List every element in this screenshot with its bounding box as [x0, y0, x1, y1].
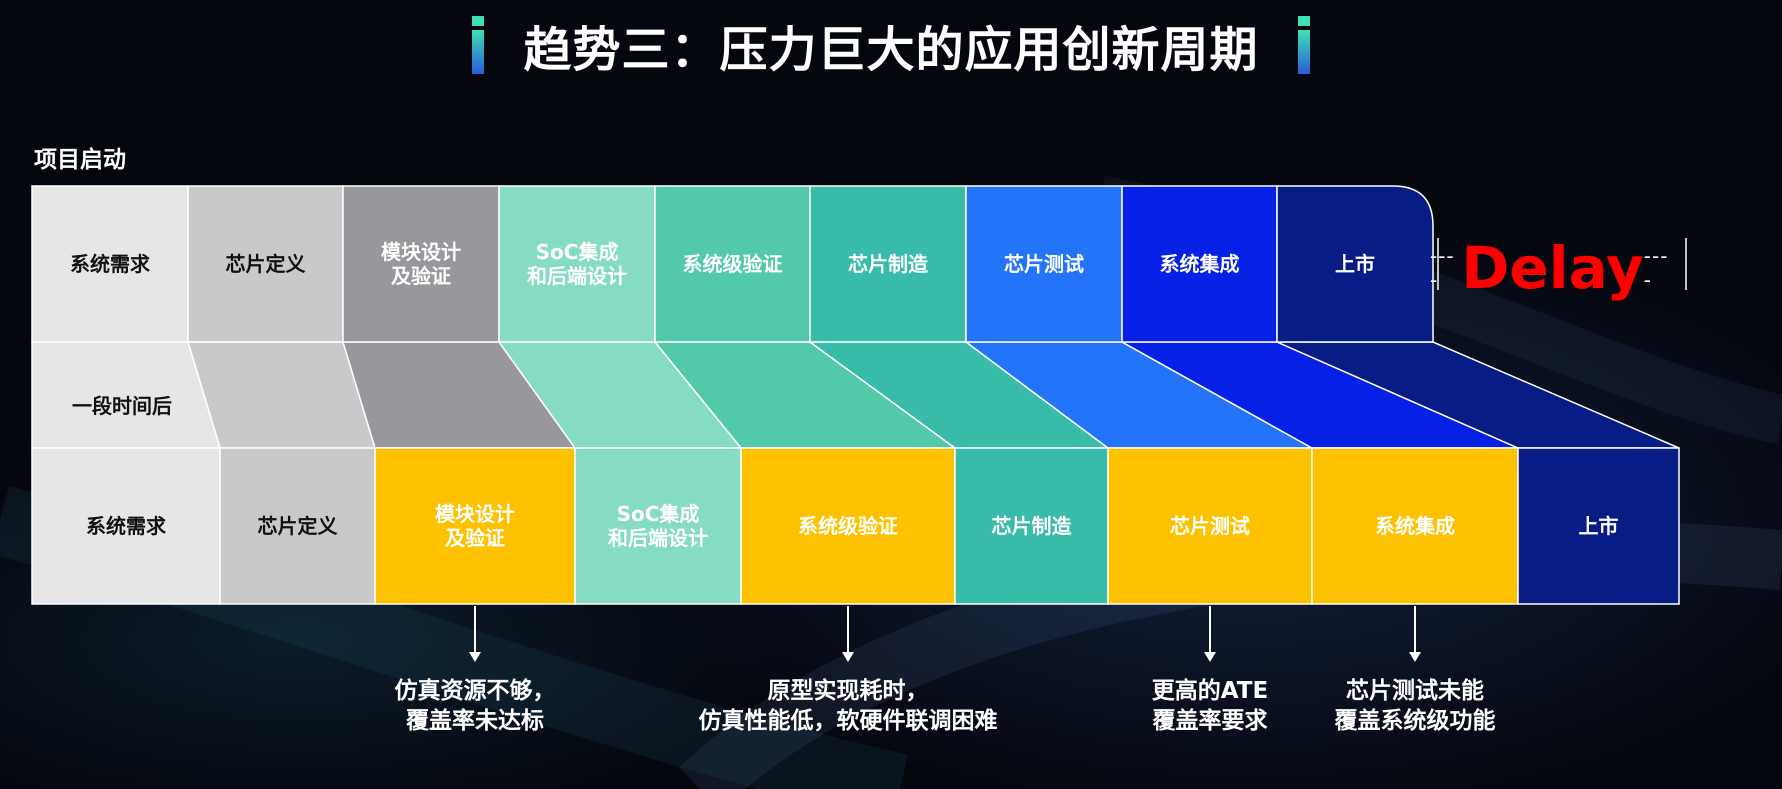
bottom-stage-label: 系统级验证	[798, 514, 898, 538]
title-accent-right-icon	[1297, 16, 1310, 74]
arrow-down-icon	[1409, 652, 1421, 662]
page-title: 趋势三：压力巨大的应用创新周期	[523, 22, 1259, 78]
top-stage-label: 芯片制造	[848, 252, 928, 276]
after-period-label: 一段时间后	[72, 394, 172, 418]
arrow-down-icon	[1204, 652, 1216, 662]
top-stage-label: SoC集成 和后端设计	[527, 240, 627, 288]
arrow-down-icon	[842, 652, 854, 662]
delay-indicator: ---- Delay ----	[1430, 228, 1675, 308]
top-stage-label: 芯片测试	[1004, 252, 1084, 276]
bottom-stage-label: 上市	[1578, 514, 1619, 538]
bottom-stage-label: SoC集成 和后端设计	[608, 502, 708, 550]
title-accent-left-icon	[472, 16, 485, 74]
delay-dash-right: ----	[1643, 244, 1669, 292]
project-start-label: 项目启动	[34, 147, 126, 173]
bottom-stage-label: 芯片测试	[1170, 514, 1250, 538]
top-stage-label: 上市	[1335, 252, 1375, 276]
bottom-stage-label: 芯片制造	[991, 514, 1072, 538]
bottom-stage-label: 芯片定义	[257, 514, 338, 538]
bottom-stage-label: 系统集成	[1375, 514, 1455, 538]
delay-dash-left: ----	[1430, 244, 1455, 292]
bottom-stage-label: 模块设计 及验证	[435, 502, 515, 550]
top-stage-cell	[1276, 185, 1434, 343]
top-stage-label: 系统需求	[70, 252, 150, 276]
bottom-stage-label: 系统需求	[86, 514, 166, 538]
bottom-stage-cell	[1517, 447, 1680, 605]
arrow-down-icon	[469, 652, 481, 662]
connector-band	[186, 341, 377, 449]
note-text: 原型实现耗时， 仿真性能低，软硬件联调困难	[698, 678, 998, 734]
top-stage-label: 系统集成	[1159, 252, 1240, 276]
title-bar: 趋势三：压力巨大的应用创新周期	[0, 10, 1782, 80]
note-text: 芯片测试未能 覆盖系统级功能	[1334, 678, 1496, 734]
note-text: 更高的ATE 覆盖率要求	[1151, 678, 1269, 734]
top-stage-label: 芯片定义	[225, 252, 306, 276]
delay-label: Delay	[1461, 234, 1644, 302]
note-text: 仿真资源不够， 覆盖率未达标	[394, 678, 556, 734]
top-stage-label: 模块设计 及验证	[381, 240, 461, 288]
top-stage-label: 系统级验证	[682, 252, 783, 276]
